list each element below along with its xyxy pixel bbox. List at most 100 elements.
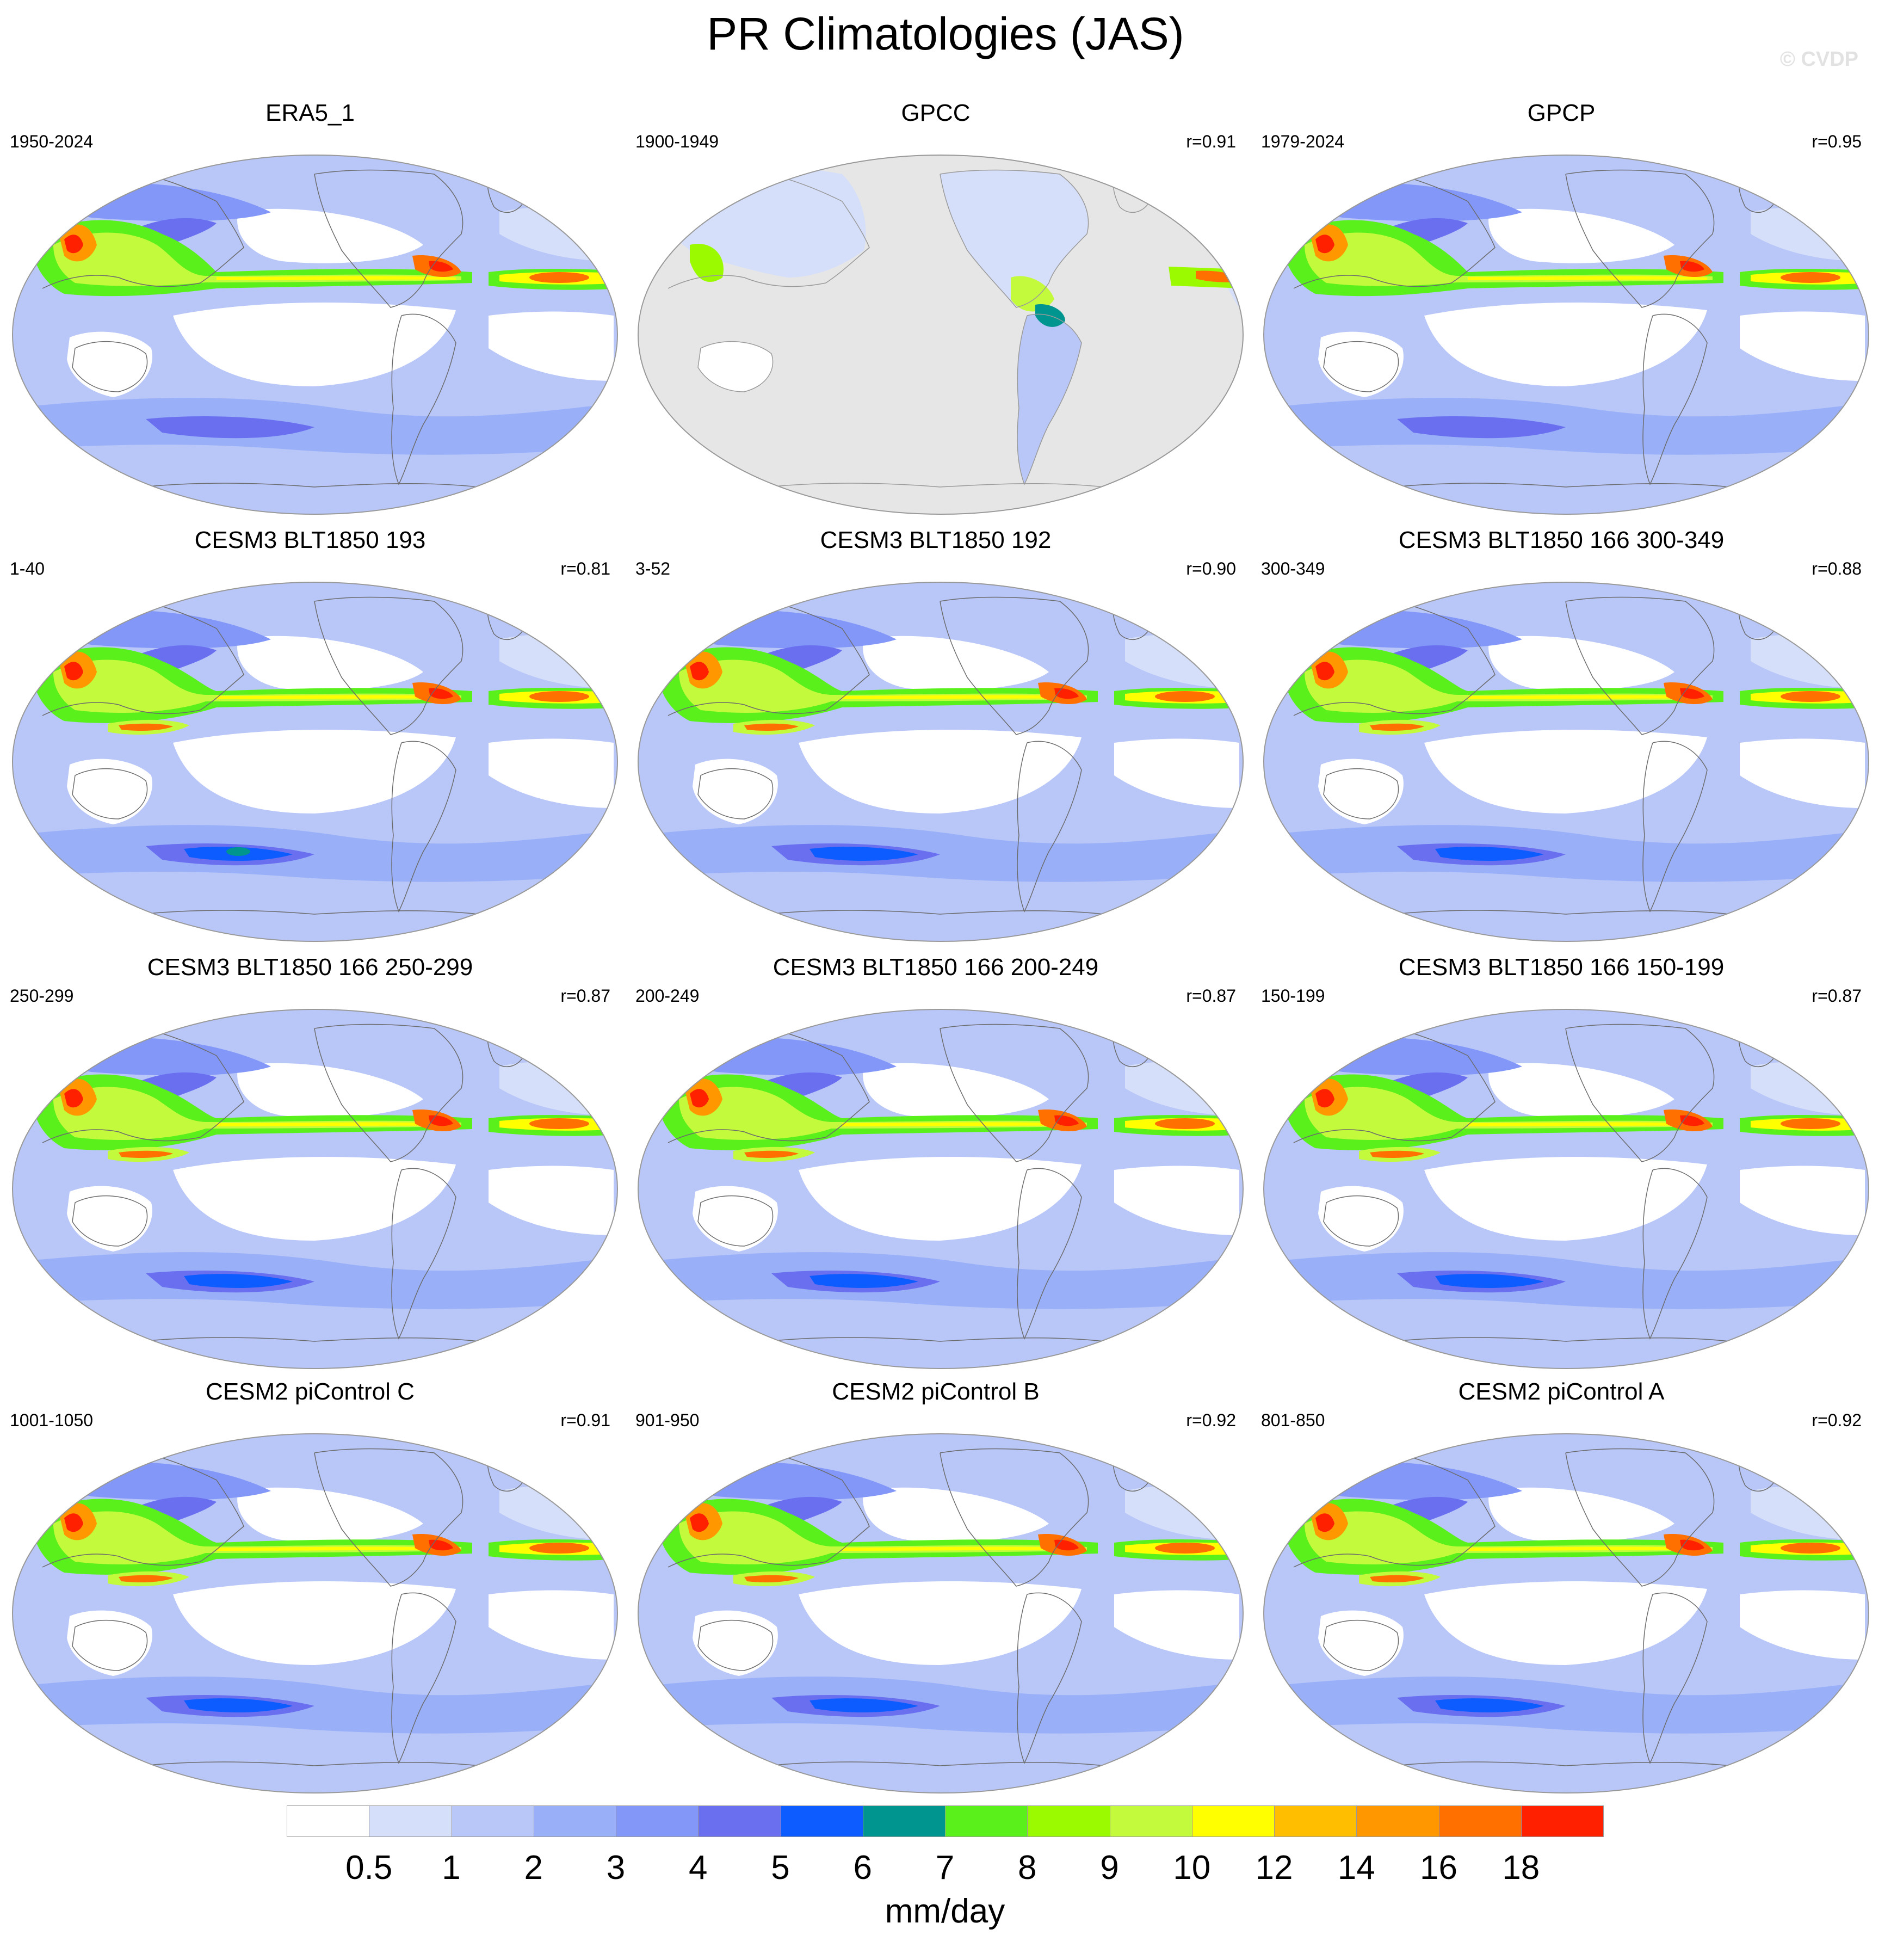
colorbar-tick-label: 0.5 [345, 1849, 393, 1887]
panel-period: 3-52 [635, 559, 671, 578]
coastline-6 [118, 483, 516, 493]
panel-period: 1-40 [10, 559, 45, 578]
australia-dry [693, 759, 778, 824]
india-monsoon-peak [690, 1513, 709, 1532]
central-america [1011, 276, 1054, 312]
map-outline [1263, 582, 1869, 942]
panel-correlation: r=0.87 [1812, 986, 1862, 1006]
south-atlantic-dry [1740, 1166, 1865, 1235]
south-atlantic-dry [1114, 1590, 1239, 1660]
africa-sahel-peak [529, 1118, 589, 1129]
south-pacific-dry [799, 1157, 1082, 1241]
colorbar-tick-label: 2 [524, 1849, 543, 1887]
colorbar-swatch [1438, 1805, 1522, 1837]
coastline-1 [314, 169, 464, 308]
east-pacific-peak [1054, 1539, 1079, 1551]
map-panel: CESM2 piControl A 801-850 r=0.92 [1251, 1377, 1871, 1796]
east-pacific-peak [1680, 688, 1704, 699]
australia-dry [1318, 1186, 1404, 1252]
coastline-2 [1642, 313, 1708, 485]
coastline-1 [1565, 1024, 1715, 1162]
southern-storm-track-core [146, 416, 314, 439]
coastline-3 [72, 768, 148, 819]
precip-field [13, 155, 617, 514]
coastline-3 [697, 1619, 774, 1671]
map-panel: CESM3 BLT1850 193 1-40 r=0.81 [0, 525, 620, 944]
panel-period: 300-349 [1261, 559, 1325, 578]
india-monsoon-peak [1315, 1089, 1334, 1108]
east-pacific-peak [1680, 1115, 1704, 1126]
colorbar-swatch [862, 1805, 946, 1837]
coastline-2 [1642, 1168, 1708, 1340]
itcz-peak-band [1468, 1122, 1707, 1126]
panel-correlation: r=0.95 [1812, 132, 1862, 151]
india-monsoon-peak [1315, 662, 1334, 681]
north-pacific-dry [1488, 1487, 1674, 1542]
south-pacific-dry [1424, 303, 1707, 386]
colorbar-tick-label: 5 [771, 1849, 790, 1887]
colorbar-swatch [1274, 1805, 1357, 1837]
australia-dry [67, 1610, 152, 1676]
panel-title: CESM3 BLT1850 166 150-199 [1398, 954, 1725, 981]
southern-storm-track [1264, 825, 1869, 882]
colorbar-swatch [1191, 1805, 1275, 1837]
southern-storm-track [13, 1252, 617, 1309]
map-panel: GPCP 1979-2024 r=0.95 [1251, 98, 1871, 517]
map-panel: CESM3 BLT1850 166 150-199 150-199 r=0.87 [1251, 952, 1871, 1371]
precip-field [1264, 1009, 1869, 1369]
watermark: © CVDP [1779, 48, 1858, 71]
coastline-3 [72, 1195, 148, 1247]
coastline-1 [314, 1448, 464, 1587]
map-outline [12, 1433, 618, 1793]
coastline-6 [118, 1337, 516, 1347]
coastline-1 [1565, 1448, 1715, 1587]
coastline-1 [940, 169, 1089, 308]
precip-field [13, 1434, 617, 1793]
india-monsoon-peak [64, 1513, 83, 1532]
africa-sahel-peak [1781, 691, 1840, 702]
storm-track-peak [1435, 1274, 1544, 1288]
south-atlantic-dry [1114, 738, 1239, 808]
itcz-core [1305, 232, 1713, 286]
panel-period: 250-299 [10, 986, 74, 1006]
colorbar-swatch [287, 1805, 370, 1837]
panel-period: 1900-1949 [635, 132, 719, 151]
coastline-2 [1017, 1592, 1082, 1764]
southern-storm-track [1264, 1677, 1869, 1734]
panel-title: GPCP [1527, 100, 1596, 126]
africa-sahel-peak [1155, 691, 1215, 702]
world-map [1263, 1433, 1869, 1793]
map-panel: CESM2 piControl B 901-950 r=0.92 [626, 1377, 1246, 1796]
colorbar-swatch [780, 1805, 863, 1837]
coastline-2 [1017, 313, 1082, 485]
colorbar-swatch [945, 1805, 1028, 1837]
map-panel: CESM3 BLT1850 166 250-299 250-299 r=0.87 [0, 952, 620, 1371]
panel-period: 901-950 [635, 1410, 700, 1430]
southern-storm-track [638, 1252, 1243, 1309]
india-monsoon-peak [690, 1089, 709, 1108]
itcz-core [53, 232, 461, 286]
north-pacific-dry [237, 208, 423, 263]
australia-dry [67, 759, 152, 824]
world-map [638, 582, 1244, 942]
coastline-3 [697, 341, 774, 392]
precip-field [638, 1434, 1243, 1793]
page-title: PR Climatologies (JAS) [707, 8, 1184, 59]
coastline-1 [314, 596, 464, 735]
world-map [638, 1433, 1244, 1793]
world-map [638, 1009, 1244, 1369]
panel-title: CESM3 BLT1850 166 300-349 [1398, 527, 1725, 553]
south-spur-peak [744, 1575, 799, 1582]
australia-dry [1318, 1610, 1404, 1676]
coastline-6 [1369, 1761, 1768, 1772]
coastline-3 [1323, 1195, 1399, 1247]
panel-title: ERA5_1 [265, 100, 355, 126]
map-outline [12, 582, 618, 942]
world-map [12, 1009, 618, 1369]
south-pacific-dry [1424, 1157, 1707, 1241]
colorbar-tick-label: 14 [1337, 1849, 1375, 1887]
panel-correlation: r=0.92 [1812, 1410, 1862, 1430]
coastline-2 [391, 313, 456, 485]
southern-storm-track [1264, 1252, 1869, 1309]
coastline-6 [744, 910, 1142, 920]
